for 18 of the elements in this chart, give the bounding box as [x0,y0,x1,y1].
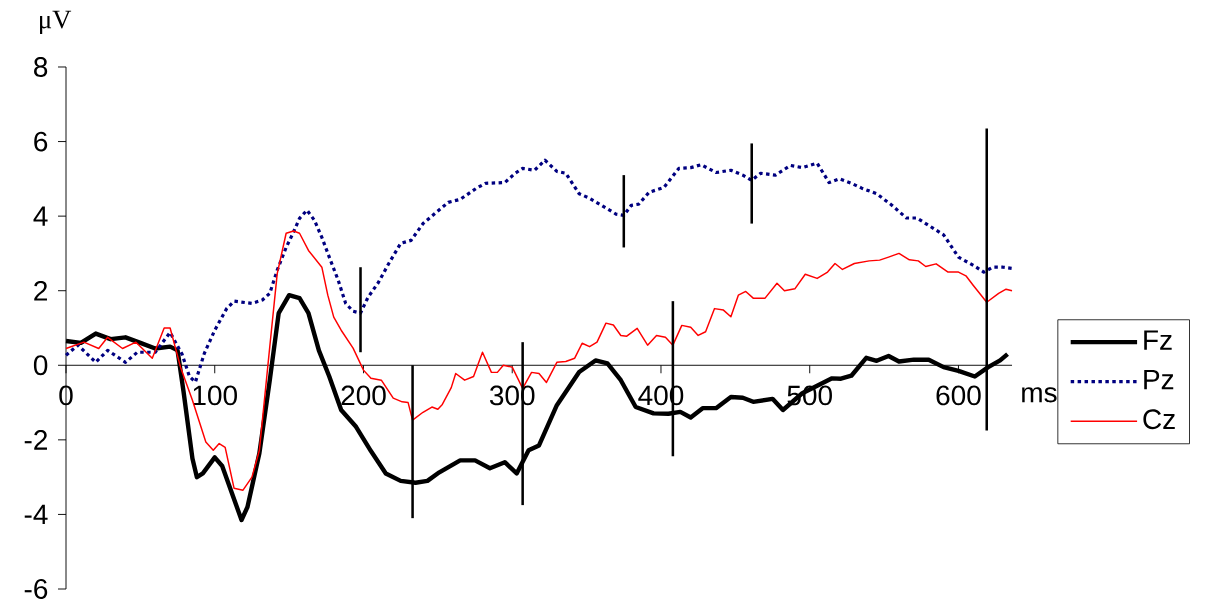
y-tick-label: -6 [24,579,48,599]
line-series [64,158,1014,384]
x-tick-label: 200 [341,385,386,406]
y-tick-label: 0 [33,355,48,376]
y-tick-label: 2 [34,280,47,301]
y-tick-label: -2 [24,430,47,450]
y-tick-label: -4 [24,504,48,525]
x-axis-title: ms [1022,387,1057,403]
x-tick-label: 100 [193,385,237,406]
x-tick-label: 0 [59,385,73,406]
y-tick-label: 6 [34,131,48,152]
y-tick-label: 8 [34,57,48,77]
y-axis-title: μV [40,10,72,34]
legend-label: Cz [1143,409,1175,430]
y-tick-label: 4 [33,206,48,226]
legend-label: Pz [1144,369,1174,390]
legend-label: Fz [1144,330,1172,350]
x-tick-label: 600 [936,385,981,406]
